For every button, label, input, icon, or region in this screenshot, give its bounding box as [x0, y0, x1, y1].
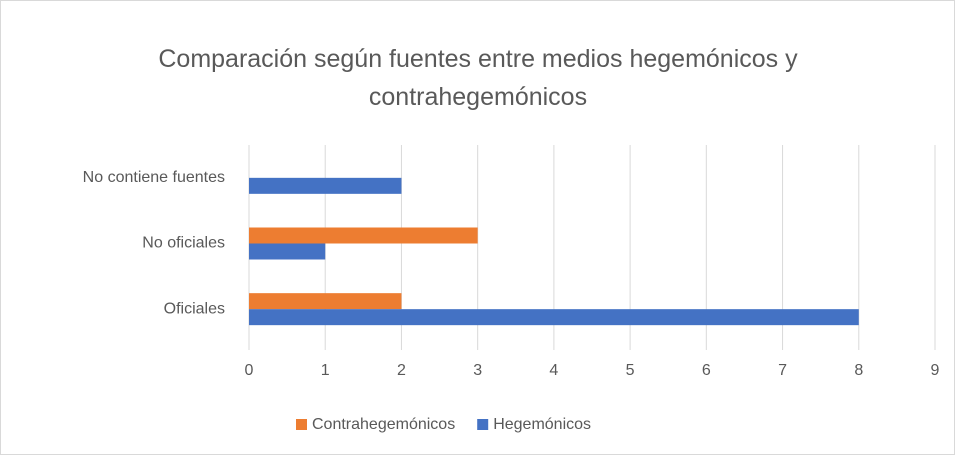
x-tick-label: 2 — [397, 362, 406, 379]
x-tick-label: 1 — [321, 362, 330, 379]
x-tick-label: 9 — [931, 362, 940, 379]
legend-label: Contrahegemónicos — [312, 416, 455, 433]
legend-swatch — [296, 419, 307, 430]
y-tick-label: No contiene fuentes — [83, 169, 225, 186]
x-tick-label: 3 — [473, 362, 482, 379]
bar — [249, 243, 326, 260]
x-tick-label: 0 — [245, 362, 254, 379]
y-tick-label: No oficiales — [142, 235, 225, 252]
legend-swatch — [477, 419, 489, 430]
x-tick-label: 7 — [778, 362, 787, 379]
bar — [249, 227, 478, 244]
legend-label: Hegemónicos — [493, 416, 591, 433]
bar — [249, 293, 402, 310]
x-tick-label: 5 — [626, 362, 635, 379]
bar — [249, 309, 859, 326]
y-tick-label: Oficiales — [164, 300, 225, 317]
x-tick-label: 6 — [702, 362, 711, 379]
x-tick-label: 8 — [854, 362, 863, 379]
x-tick-label: 4 — [549, 362, 558, 379]
chart-title: Comparación según fuentes entre medios h… — [158, 45, 798, 111]
bar — [249, 177, 402, 194]
